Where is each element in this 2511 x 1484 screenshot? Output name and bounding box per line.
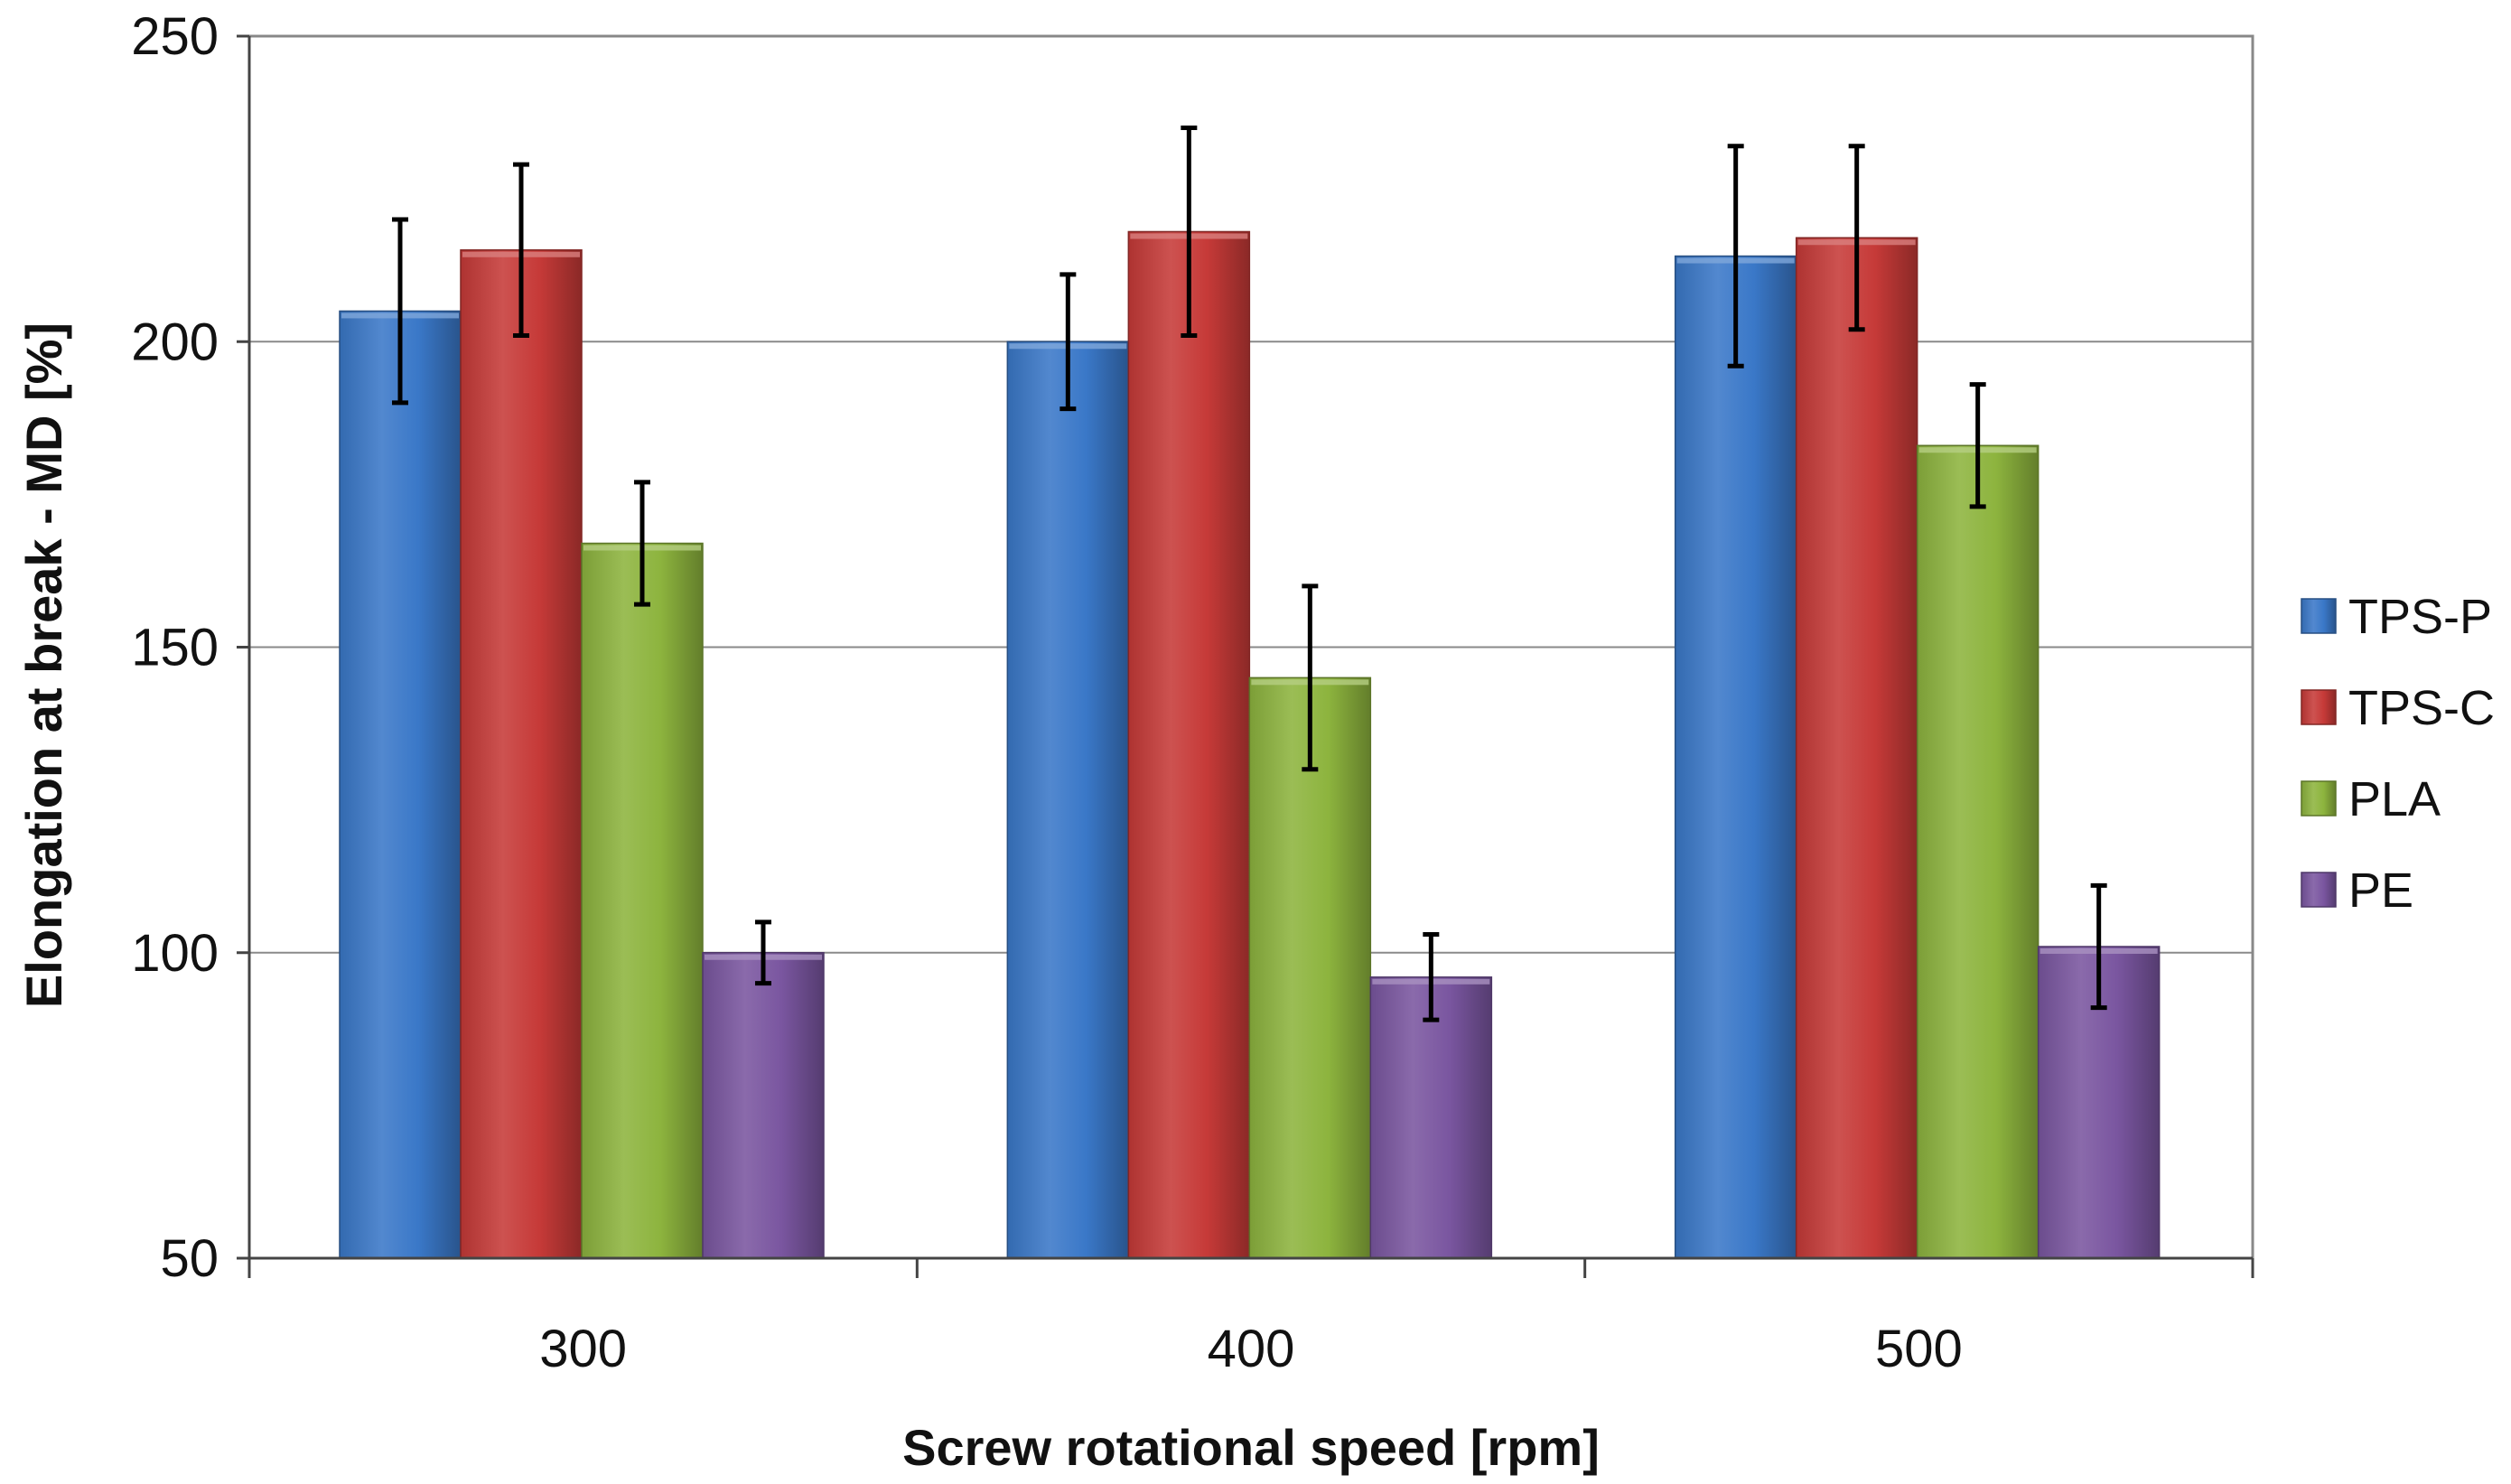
legend: TPS-P TPS-C PLA PE	[2301, 590, 2495, 918]
error-bar-tps-p-300	[392, 217, 408, 406]
bar-tps-p-400	[1006, 341, 1130, 1259]
error-bar-tps-c-300	[513, 162, 529, 338]
error-bar-pe-500	[2090, 882, 2107, 1011]
error-bar-pla-500	[1969, 382, 1986, 509]
bar-tps-c-500	[1795, 237, 1918, 1259]
legend-swatch-tps-c	[2301, 689, 2337, 725]
bar-tps-p-300	[339, 310, 462, 1259]
y-tick-label: 200	[131, 313, 219, 371]
bar-tps-p-500	[1674, 255, 1797, 1259]
bar-pla-500	[1916, 444, 2040, 1259]
error-bars	[392, 125, 2107, 1022]
tick-labels: 50 100 150 200 250 300 400 500	[131, 7, 1963, 1378]
y-tick-label: 50	[160, 1229, 219, 1288]
error-bar-pla-300	[634, 480, 650, 607]
error-bar-tps-p-400	[1059, 272, 1077, 412]
error-bar-tps-c-500	[1848, 144, 1865, 332]
legend-swatch-tps-p	[2301, 598, 2337, 634]
x-tick-label: 400	[1208, 1320, 1295, 1378]
legend-swatch-pla	[2301, 780, 2337, 817]
bar-tps-c-300	[460, 249, 583, 1259]
y-tick-label: 150	[131, 619, 219, 677]
legend-label-pla: PLA	[2348, 772, 2441, 826]
bar-pe-300	[702, 952, 825, 1259]
bar-pe-400	[1369, 976, 1493, 1259]
x-tick-label: 300	[539, 1320, 627, 1378]
legend-label-pe: PE	[2348, 863, 2413, 918]
bar-pla-300	[581, 542, 704, 1259]
x-axis-title: Screw rotational speed [rpm]	[902, 1419, 1600, 1476]
error-bar-pla-400	[1302, 583, 1319, 772]
legend-label-tps-p: TPS-P	[2348, 590, 2492, 644]
bar-tps-c-400	[1127, 230, 1251, 1259]
y-tick-label: 100	[131, 924, 219, 983]
error-bar-pe-400	[1423, 931, 1440, 1022]
bars	[339, 230, 2161, 1259]
error-bar-tps-c-400	[1181, 125, 1198, 338]
y-axis-title: Elongation at break - MD [%]	[15, 322, 72, 1008]
legend-label-tps-c: TPS-C	[2348, 681, 2495, 735]
x-tick-label: 500	[1875, 1320, 1963, 1378]
error-bar-pe-300	[755, 919, 771, 986]
axes	[237, 34, 2254, 1278]
error-bar-tps-p-500	[1727, 144, 1744, 369]
y-tick-label: 250	[131, 7, 219, 66]
legend-swatch-pe	[2301, 872, 2337, 908]
